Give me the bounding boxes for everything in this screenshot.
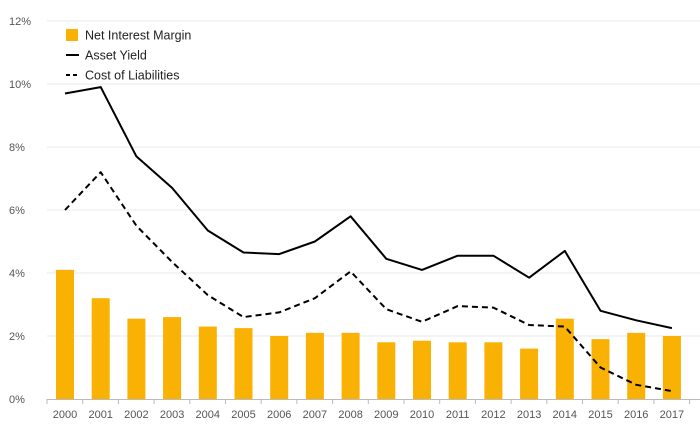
- bar: [413, 340, 431, 399]
- bar: [91, 298, 110, 399]
- x-tick-label: 2007: [303, 409, 327, 421]
- bar: [56, 269, 74, 399]
- legend-label-cost-of-liabilities: Cost of Liabilities: [85, 69, 180, 83]
- bar: [305, 332, 324, 399]
- bar: [555, 318, 574, 399]
- y-axis: 0% 2% 4% 6% 8% 10% 12%: [9, 16, 31, 406]
- x-tick-label: 2016: [624, 409, 648, 421]
- x-tick-label: 2001: [88, 409, 112, 421]
- x-tick-label: 2015: [588, 409, 612, 421]
- line-series: [64, 86, 673, 393]
- bar: [591, 339, 610, 399]
- x-tick-label: 2003: [160, 409, 184, 421]
- bar: [627, 332, 646, 399]
- bar: [198, 326, 217, 399]
- bar: [520, 348, 539, 399]
- x-tick-label: 2014: [553, 409, 577, 421]
- y-tick-label: 8%: [9, 142, 25, 154]
- bar: [662, 336, 681, 399]
- y-tick-label: 2%: [9, 331, 25, 343]
- x-tick-label: 2005: [231, 409, 255, 421]
- x-tick-label: 2008: [338, 409, 362, 421]
- bar: [341, 332, 360, 399]
- bar: [127, 318, 146, 399]
- bar: [377, 342, 396, 399]
- bar: [448, 342, 467, 399]
- x-tick-label: 2000: [53, 409, 77, 421]
- x-tick-label: 2013: [517, 409, 541, 421]
- y-tick-label: 0%: [9, 394, 25, 406]
- legend: Net Interest Margin Asset Yield Cost of …: [66, 29, 191, 83]
- y-tick-label: 12%: [9, 16, 31, 28]
- legend-label-asset-yield: Asset Yield: [85, 49, 147, 63]
- x-tick-label: 2011: [446, 409, 470, 421]
- x-tick-label: 2017: [660, 409, 684, 421]
- y-tick-label: 10%: [9, 79, 31, 91]
- bar: [234, 328, 253, 399]
- x-tick-label: 2002: [124, 409, 148, 421]
- x-tick-label: 2010: [410, 409, 434, 421]
- bar: [163, 317, 182, 399]
- x-tick-label: 2009: [374, 409, 398, 421]
- bar-series-net-interest-margin: [56, 269, 681, 399]
- bar: [484, 342, 503, 399]
- x-tick-label: 2012: [481, 409, 505, 421]
- x-axis: 2000 2001 2002 2003 2004 2005 2006 2007 2008 2009…: [46, 399, 700, 421]
- gridlines: [47, 20, 700, 337]
- line-cost-of-liabilities: [64, 171, 673, 393]
- y-tick-label: 4%: [9, 268, 25, 280]
- x-tick-label: 2004: [196, 409, 220, 421]
- line-asset-yield: [64, 86, 673, 330]
- y-tick-label: 6%: [9, 205, 25, 217]
- x-tick-label: 2006: [267, 409, 291, 421]
- bar: [270, 336, 289, 399]
- legend-label-net-interest-margin: Net Interest Margin: [85, 29, 191, 43]
- legend-swatch-net-interest-margin: [66, 29, 78, 41]
